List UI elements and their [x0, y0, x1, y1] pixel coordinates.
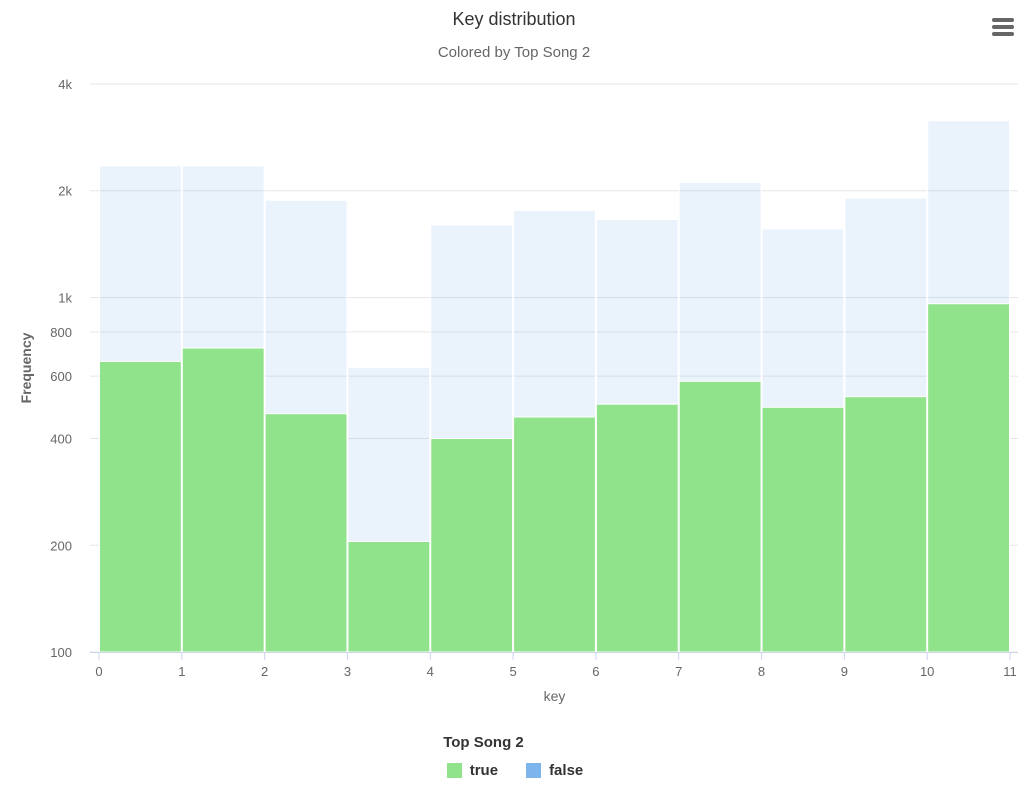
chart-plot-area: 100 200 400 600 800 1k 2k 4k 0 1 2 3 4 5 6 7 8 9 10 11 key Fr…: [18, 77, 1018, 704]
legend-label-false: false: [549, 762, 584, 779]
x-tick-label: 3: [344, 664, 351, 679]
bar-true: [513, 416, 596, 653]
y-tick-label: 1k: [58, 290, 72, 305]
y-tick-label: 400: [50, 432, 72, 447]
y-tick-label: 600: [50, 369, 72, 384]
y-tick-label: 200: [50, 538, 72, 553]
bar-true: [844, 396, 928, 653]
x-tick-label: 7: [675, 664, 682, 679]
legend-swatch-true: [446, 763, 462, 778]
bar-true: [264, 413, 348, 653]
legend-title: Top Song 2: [443, 734, 524, 751]
x-tick-label: 11: [1003, 664, 1017, 679]
x-axis-title: key: [544, 688, 566, 704]
chart-subtitle: Colored by Top Song 2: [437, 44, 591, 61]
x-tick-label: 8: [758, 664, 765, 679]
chart-menu-icon[interactable]: [990, 18, 1016, 40]
x-tick-label: 1: [178, 664, 185, 679]
x-tick-label: 4: [427, 664, 434, 679]
x-tick-label: 5: [509, 664, 516, 679]
y-tick-label: 800: [50, 325, 72, 340]
bar-true: [927, 303, 1011, 653]
legend-item-false[interactable]: false: [526, 762, 583, 779]
x-tick-label: 2: [261, 664, 268, 679]
x-tick-label: 0: [95, 664, 102, 679]
bar-true: [99, 360, 182, 653]
x-tick-label: 10: [920, 664, 934, 679]
bar-true: [430, 438, 514, 653]
bar-true: [595, 403, 679, 653]
bar-true: [761, 406, 845, 653]
bar-true: [181, 347, 265, 653]
legend-item-true[interactable]: true: [446, 762, 499, 779]
x-tick-label: 6: [592, 664, 599, 679]
y-tick-label: 4k: [58, 77, 72, 92]
legend: true false: [0, 762, 1030, 779]
legend-swatch-false: [526, 763, 542, 778]
y-tick-label: 2k: [58, 184, 72, 199]
y-axis-title: Frequency: [18, 332, 34, 403]
bar-true: [678, 380, 762, 653]
bar-true: [347, 540, 431, 653]
y-tick-label: 100: [50, 645, 72, 660]
legend-label-true: true: [469, 762, 499, 779]
x-tick-label: 9: [841, 664, 848, 679]
chart-title: Key distribution: [452, 9, 576, 29]
